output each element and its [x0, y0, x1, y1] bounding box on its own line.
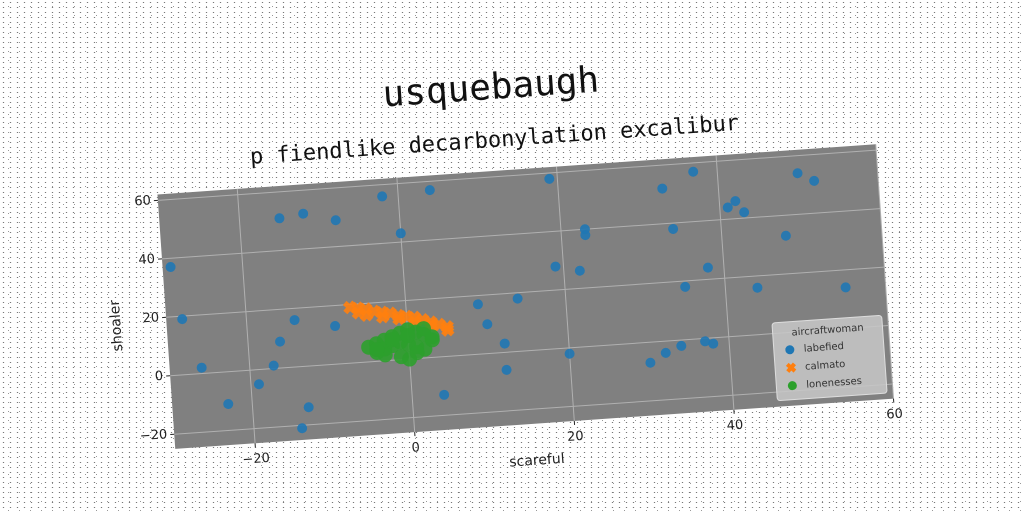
- legend-marker: [785, 345, 795, 355]
- grid-line: [170, 325, 889, 377]
- point: [660, 347, 671, 358]
- x-tick-label: 40: [726, 418, 744, 434]
- grid-line: [715, 155, 735, 410]
- point: [196, 362, 207, 373]
- point: [688, 166, 699, 177]
- point: [289, 315, 300, 326]
- grid-line: [157, 149, 877, 201]
- point: [369, 342, 385, 358]
- point: [303, 402, 314, 413]
- point: [274, 213, 285, 224]
- point: [780, 230, 791, 241]
- x-tick-label: 20: [567, 429, 585, 445]
- point: [351, 305, 366, 320]
- chart-title: usquebaugh: [381, 59, 600, 115]
- x-tick-label: 60: [886, 407, 904, 423]
- y-tick-label: 0: [154, 369, 163, 385]
- point: [409, 345, 425, 361]
- point: [375, 309, 390, 324]
- point: [544, 173, 555, 184]
- point: [564, 348, 575, 359]
- point: [657, 183, 668, 194]
- point: [424, 332, 440, 348]
- plot: −20 0 20 40 60 −20 0 20 40 60 aircraftwoman labefie…: [134, 144, 904, 468]
- point: [809, 175, 820, 186]
- point: [501, 364, 512, 375]
- y-tick-label: 60: [134, 193, 152, 209]
- point: [840, 282, 851, 293]
- point: [415, 321, 431, 337]
- point: [550, 261, 561, 272]
- y-tick-label: 40: [138, 252, 156, 268]
- point: [395, 228, 406, 239]
- x-tick-label: −20: [242, 451, 270, 468]
- y-tick-label: −20: [139, 427, 167, 444]
- point: [645, 357, 656, 368]
- point: [676, 340, 687, 351]
- point: [359, 308, 374, 322]
- point: [668, 223, 679, 234]
- grid-line: [161, 208, 881, 260]
- point: [512, 293, 523, 304]
- point: [730, 196, 741, 207]
- point: [391, 311, 406, 326]
- y-axis-label: shoaler: [107, 299, 127, 352]
- point: [792, 168, 803, 179]
- grid-line: [166, 266, 885, 318]
- point: [297, 423, 308, 434]
- x-tick-label: 0: [411, 440, 420, 456]
- grid-line: [174, 383, 893, 435]
- rotated-figure: usquebaugh p fiendlike decarbonylation e…: [107, 59, 904, 471]
- grid-line: [556, 166, 575, 422]
- point: [400, 328, 416, 344]
- point: [499, 338, 510, 349]
- point: [275, 336, 286, 347]
- point: [177, 314, 188, 325]
- point: [722, 202, 733, 213]
- point: [739, 207, 750, 218]
- legend-label: labefied: [803, 341, 844, 355]
- point: [472, 299, 483, 310]
- x-axis-label: scareful: [509, 451, 565, 471]
- legend-box: [771, 314, 888, 402]
- legend-title: aircraftwoman: [791, 323, 864, 339]
- point: [482, 319, 493, 330]
- point: [165, 262, 176, 273]
- point: [439, 389, 450, 400]
- legend-label: lonenesses: [806, 376, 862, 391]
- point: [708, 338, 719, 349]
- point: [752, 282, 763, 293]
- plot-area: [157, 144, 894, 449]
- grid-line: [875, 144, 895, 399]
- point: [330, 215, 341, 226]
- point: [700, 336, 711, 347]
- point: [298, 208, 309, 219]
- y-tick-label: 20: [142, 310, 160, 326]
- point: [268, 360, 279, 371]
- point: [330, 321, 341, 332]
- legend: aircraftwoman labefied calmato lonenesses: [771, 314, 888, 402]
- point: [680, 281, 691, 292]
- point: [253, 379, 264, 390]
- point: [440, 323, 455, 337]
- grid-line: [396, 177, 416, 433]
- point: [424, 185, 435, 196]
- point: [702, 262, 713, 273]
- point: [580, 230, 591, 241]
- legend-marker: [787, 381, 797, 391]
- point: [574, 265, 585, 276]
- grid-line: [236, 188, 256, 444]
- point: [384, 332, 400, 348]
- point: [377, 191, 388, 202]
- point: [223, 399, 234, 410]
- legend-marker: [785, 362, 797, 373]
- legend-label: calmato: [805, 359, 846, 373]
